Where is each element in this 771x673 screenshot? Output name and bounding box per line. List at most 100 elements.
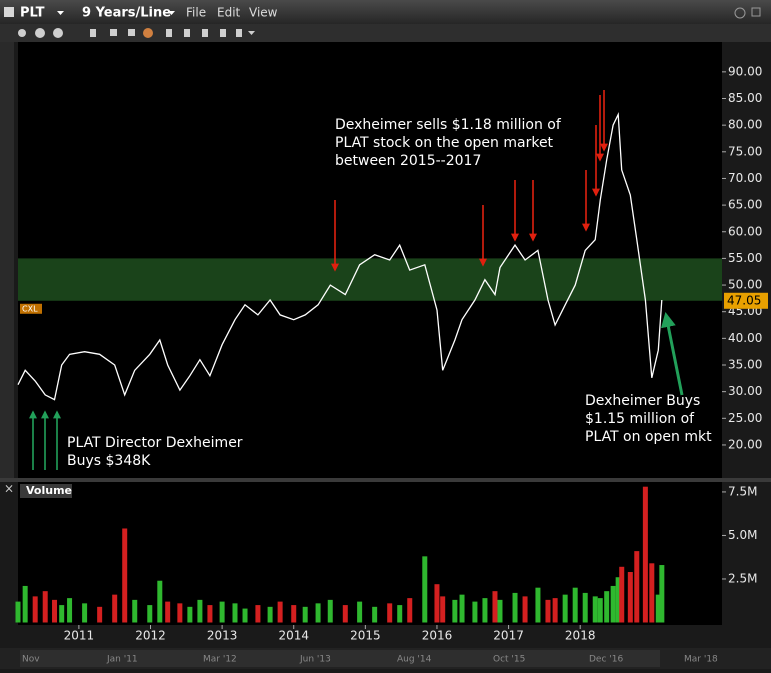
volume-bar (32, 596, 38, 623)
volume-bar (327, 599, 333, 623)
y-tick-label: 25.00 (728, 411, 762, 425)
volume-bar (357, 601, 363, 623)
volume-bar (42, 591, 48, 623)
volume-bar (147, 605, 153, 623)
volume-bar (255, 605, 261, 623)
volume-bar (219, 601, 225, 623)
volume-bar (552, 598, 558, 623)
volume-bar (122, 528, 128, 623)
volume-bar (315, 603, 321, 623)
volume-bar (634, 551, 640, 623)
y-tick-label: 40.00 (728, 331, 762, 345)
volume-bar (619, 566, 625, 623)
menu-view[interactable]: View (249, 6, 278, 20)
volume-bar (582, 592, 588, 623)
annotation: Buys $348K (67, 453, 151, 469)
volume-title: Volume (26, 484, 72, 497)
volume-bar (242, 608, 248, 623)
dropdown-arrow[interactable] (57, 11, 64, 15)
volume-bar (562, 594, 568, 623)
volume-bar (535, 587, 541, 623)
volume-bar (597, 598, 603, 623)
annotation: PLAT stock on the open market (335, 135, 554, 151)
last-price: 47.05 (727, 293, 761, 307)
volume-bar (302, 606, 308, 623)
x-tick-label: 2017 (493, 629, 524, 643)
volume-tab (20, 484, 72, 498)
close-pane[interactable]: × (4, 482, 14, 496)
y-tick-label: 90.00 (728, 64, 762, 78)
volume-bar (407, 598, 413, 623)
y-tick-label: 55.00 (728, 251, 762, 265)
order-tag: CXL (22, 304, 38, 313)
x-tick-label: 2018 (565, 629, 596, 643)
volume-bar (615, 577, 621, 623)
volume-bar (604, 591, 610, 623)
menu-file[interactable]: File (186, 6, 206, 20)
volume-bar (22, 585, 28, 623)
symbol[interactable]: PLT (20, 6, 45, 21)
volume-bar (342, 605, 348, 623)
volume-bar (459, 594, 465, 623)
dropdown-arrow[interactable] (168, 11, 175, 15)
highlight-band (18, 258, 722, 301)
volume-bar (232, 603, 238, 623)
y-tick-label: 75.00 (728, 144, 762, 158)
x-tick-label: 2015 (350, 629, 381, 643)
volume-bar (291, 605, 297, 623)
last-price-tag (724, 292, 768, 309)
volume-bar (545, 599, 551, 623)
volume-bar (277, 601, 283, 623)
window-button[interactable] (751, 7, 761, 17)
order-tag-box (20, 303, 42, 314)
volume-bar (482, 598, 488, 623)
y-tick-label: 2.5M (728, 571, 757, 585)
annotation-arrows (29, 90, 684, 470)
volume-bar (165, 601, 171, 623)
volume-bar (422, 556, 428, 623)
tool-icons[interactable] (18, 28, 255, 38)
left-strip (0, 42, 14, 478)
volume-bar (197, 599, 203, 623)
x-tick-label: 2014 (278, 629, 309, 643)
volume-bar (157, 580, 163, 623)
menu-edit[interactable]: Edit (217, 6, 241, 20)
volume-bar (82, 603, 88, 623)
app-icon (4, 7, 14, 17)
navigator-label: Nov (22, 655, 40, 665)
y-tick-label: 20.00 (728, 437, 762, 451)
y-tick-label: 70.00 (728, 171, 762, 185)
toolbar (0, 0, 771, 24)
volume-bar (15, 601, 21, 623)
volume-bar (132, 599, 138, 623)
tool-strip (0, 24, 771, 42)
volume-bar (267, 606, 273, 623)
navigator-label: Jun '13 (299, 655, 331, 665)
volume-bar (572, 587, 578, 623)
settings-button[interactable] (734, 7, 746, 19)
navigator-label: Aug '14 (397, 655, 432, 665)
annotation: Dexheimer sells $1.18 million of (335, 117, 562, 133)
price-line (17, 111, 663, 401)
volume-bar (497, 599, 503, 623)
volume-bar (397, 605, 403, 623)
y-tick-label: 35.00 (728, 358, 762, 372)
navigator-label: Jan '11 (106, 655, 138, 665)
navigator-window[interactable] (20, 650, 660, 667)
volume-bar (522, 596, 528, 623)
period[interactable]: 9 Years/Line (82, 6, 171, 21)
volume-bar (627, 572, 633, 623)
volume-bar (592, 596, 598, 623)
y-tick-label: 65.00 (728, 198, 762, 212)
annotation: between 2015--2017 (335, 153, 481, 169)
y-tick-label: 50.00 (728, 278, 762, 292)
annotation: $1.15 million of (585, 411, 695, 427)
volume-bar (59, 605, 65, 623)
annotation: PLAT on open mkt (585, 429, 712, 445)
volume-bar (112, 594, 118, 623)
volume-bar (649, 563, 655, 623)
volume-bar (452, 599, 458, 623)
x-tick-label: 2012 (135, 629, 166, 643)
y-tick-label: 30.00 (728, 384, 762, 398)
